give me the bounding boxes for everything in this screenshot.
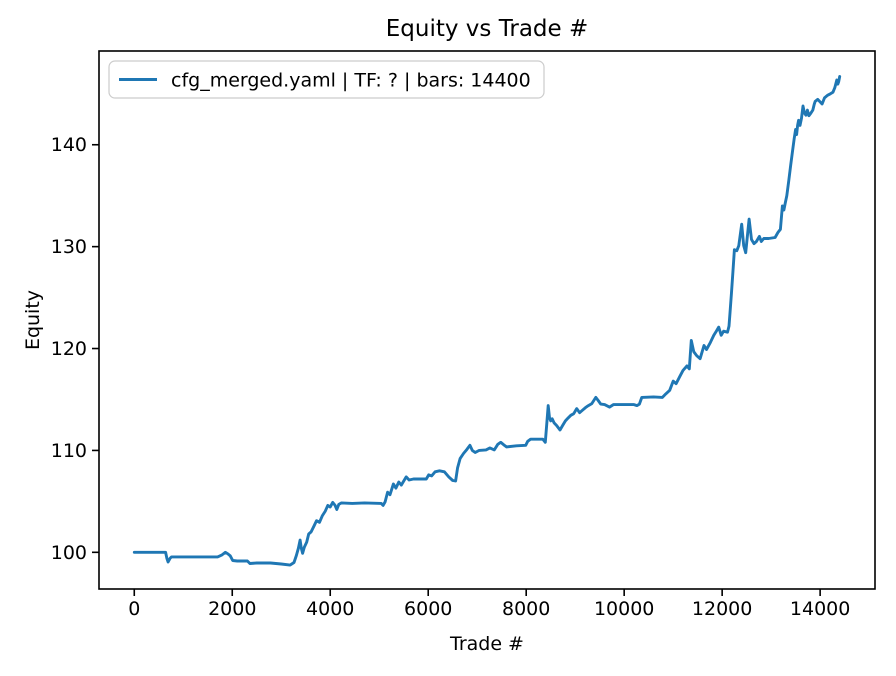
legend-frame <box>108 60 545 99</box>
plot-area <box>98 50 876 590</box>
y-axis: 100 110 120 130 140 <box>51 134 99 564</box>
x-tick-label: 6000 <box>404 598 452 620</box>
y-tick-label: 100 <box>51 542 87 564</box>
y-tick-label: 130 <box>51 236 87 258</box>
chart-title: Equity vs Trade # <box>386 16 589 42</box>
y-tick-label: 120 <box>51 338 87 360</box>
x-tick-label: 8000 <box>502 598 550 620</box>
y-tick-label: 140 <box>51 134 87 156</box>
legend-entry-label: cfg_merged.yaml | TF: ? | bars: 14400 <box>171 70 531 92</box>
x-tick-label: 2000 <box>208 598 256 620</box>
x-tick-label: 14000 <box>790 598 850 620</box>
equity-line <box>132 75 842 567</box>
y-tick-label: 110 <box>51 440 87 462</box>
x-axis-label: Trade # <box>449 633 524 655</box>
x-tick-label: 10000 <box>594 598 654 620</box>
x-tick-label: 0 <box>128 598 140 620</box>
legend: cfg_merged.yaml | TF: ? | bars: 14400 <box>108 60 545 99</box>
x-axis: 0 2000 4000 6000 8000 10000 12000 14000 <box>128 589 850 620</box>
x-tick-label: 4000 <box>306 598 354 620</box>
y-axis-label: Equity <box>22 290 44 350</box>
x-tick-label: 12000 <box>692 598 752 620</box>
